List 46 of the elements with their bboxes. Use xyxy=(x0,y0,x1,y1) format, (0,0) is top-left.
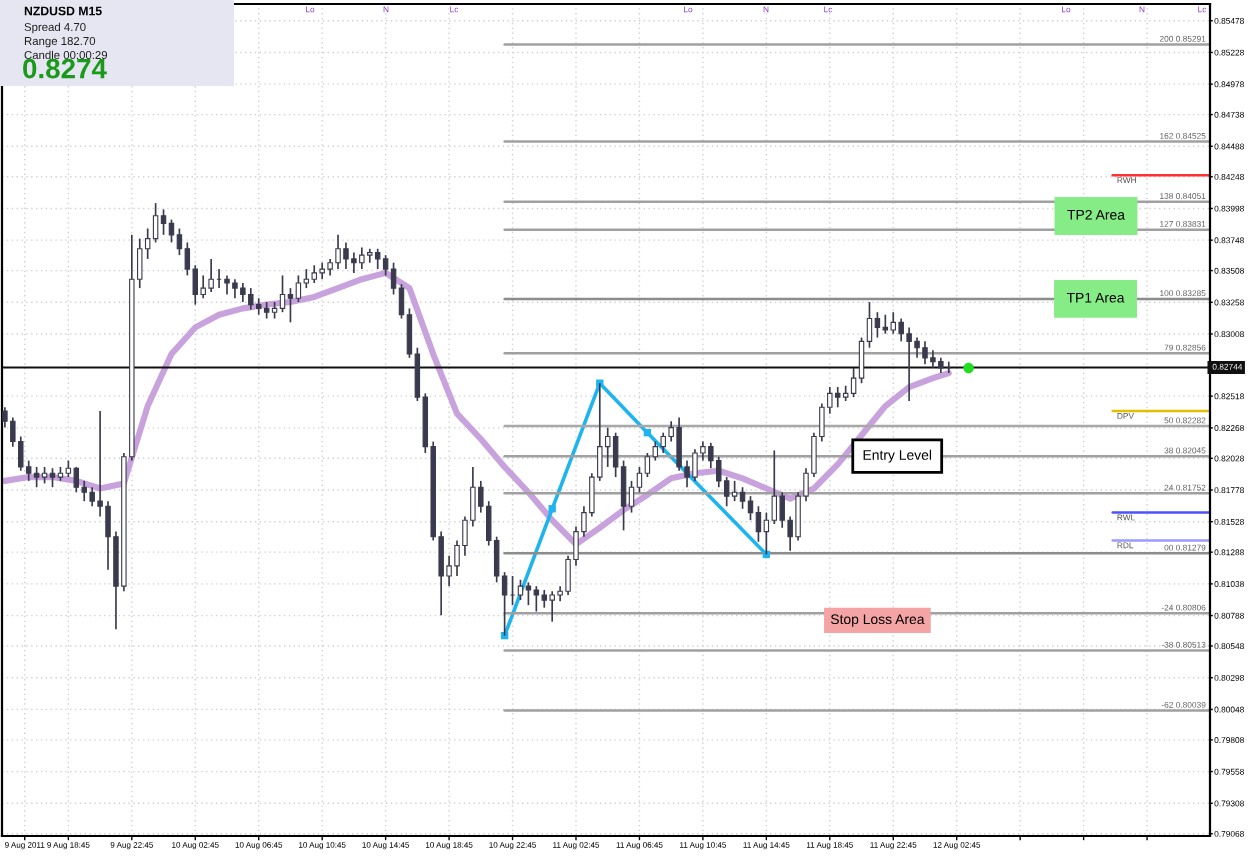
candlestick xyxy=(200,274,206,300)
candlestick xyxy=(359,246,365,270)
candlestick xyxy=(33,466,40,489)
candlestick xyxy=(660,431,666,454)
candlestick xyxy=(874,311,881,339)
candlestick xyxy=(890,311,896,335)
candlestick xyxy=(335,233,341,270)
candlestick xyxy=(692,448,698,482)
point xyxy=(643,429,652,437)
candlestick xyxy=(882,313,889,335)
annotation: 0.8274 xyxy=(23,58,107,79)
candlestick xyxy=(517,578,524,601)
candlestick xyxy=(168,218,175,244)
candlestick xyxy=(771,449,778,525)
candlestick xyxy=(248,287,254,311)
candlestick xyxy=(160,208,167,236)
candlestick xyxy=(676,416,682,472)
candlestick xyxy=(49,467,56,489)
candlestick xyxy=(73,466,80,494)
candlestick xyxy=(287,287,294,324)
candlestick xyxy=(739,486,746,510)
candlestick xyxy=(89,486,95,508)
candlestick xyxy=(224,274,230,296)
candlestick xyxy=(755,505,762,543)
candlestick xyxy=(549,590,555,623)
candlestick xyxy=(295,274,302,303)
candlestick xyxy=(351,251,357,274)
candlestick xyxy=(509,575,516,607)
candlestick xyxy=(232,278,238,300)
candlestick xyxy=(279,274,286,314)
candlestick xyxy=(208,258,214,293)
point xyxy=(548,505,556,513)
candlestick xyxy=(152,202,159,244)
point xyxy=(963,362,974,374)
candlestick xyxy=(922,340,928,366)
candlestick xyxy=(835,386,841,409)
candlestick xyxy=(779,491,785,529)
candlestick xyxy=(533,585,540,613)
candlestick xyxy=(731,480,738,503)
candlestick xyxy=(525,581,532,607)
candlestick xyxy=(898,317,904,343)
candlestick xyxy=(343,241,349,270)
candlestick xyxy=(914,336,920,359)
candlestick xyxy=(374,247,381,270)
candlestick xyxy=(906,326,912,402)
candlestick xyxy=(240,282,246,303)
